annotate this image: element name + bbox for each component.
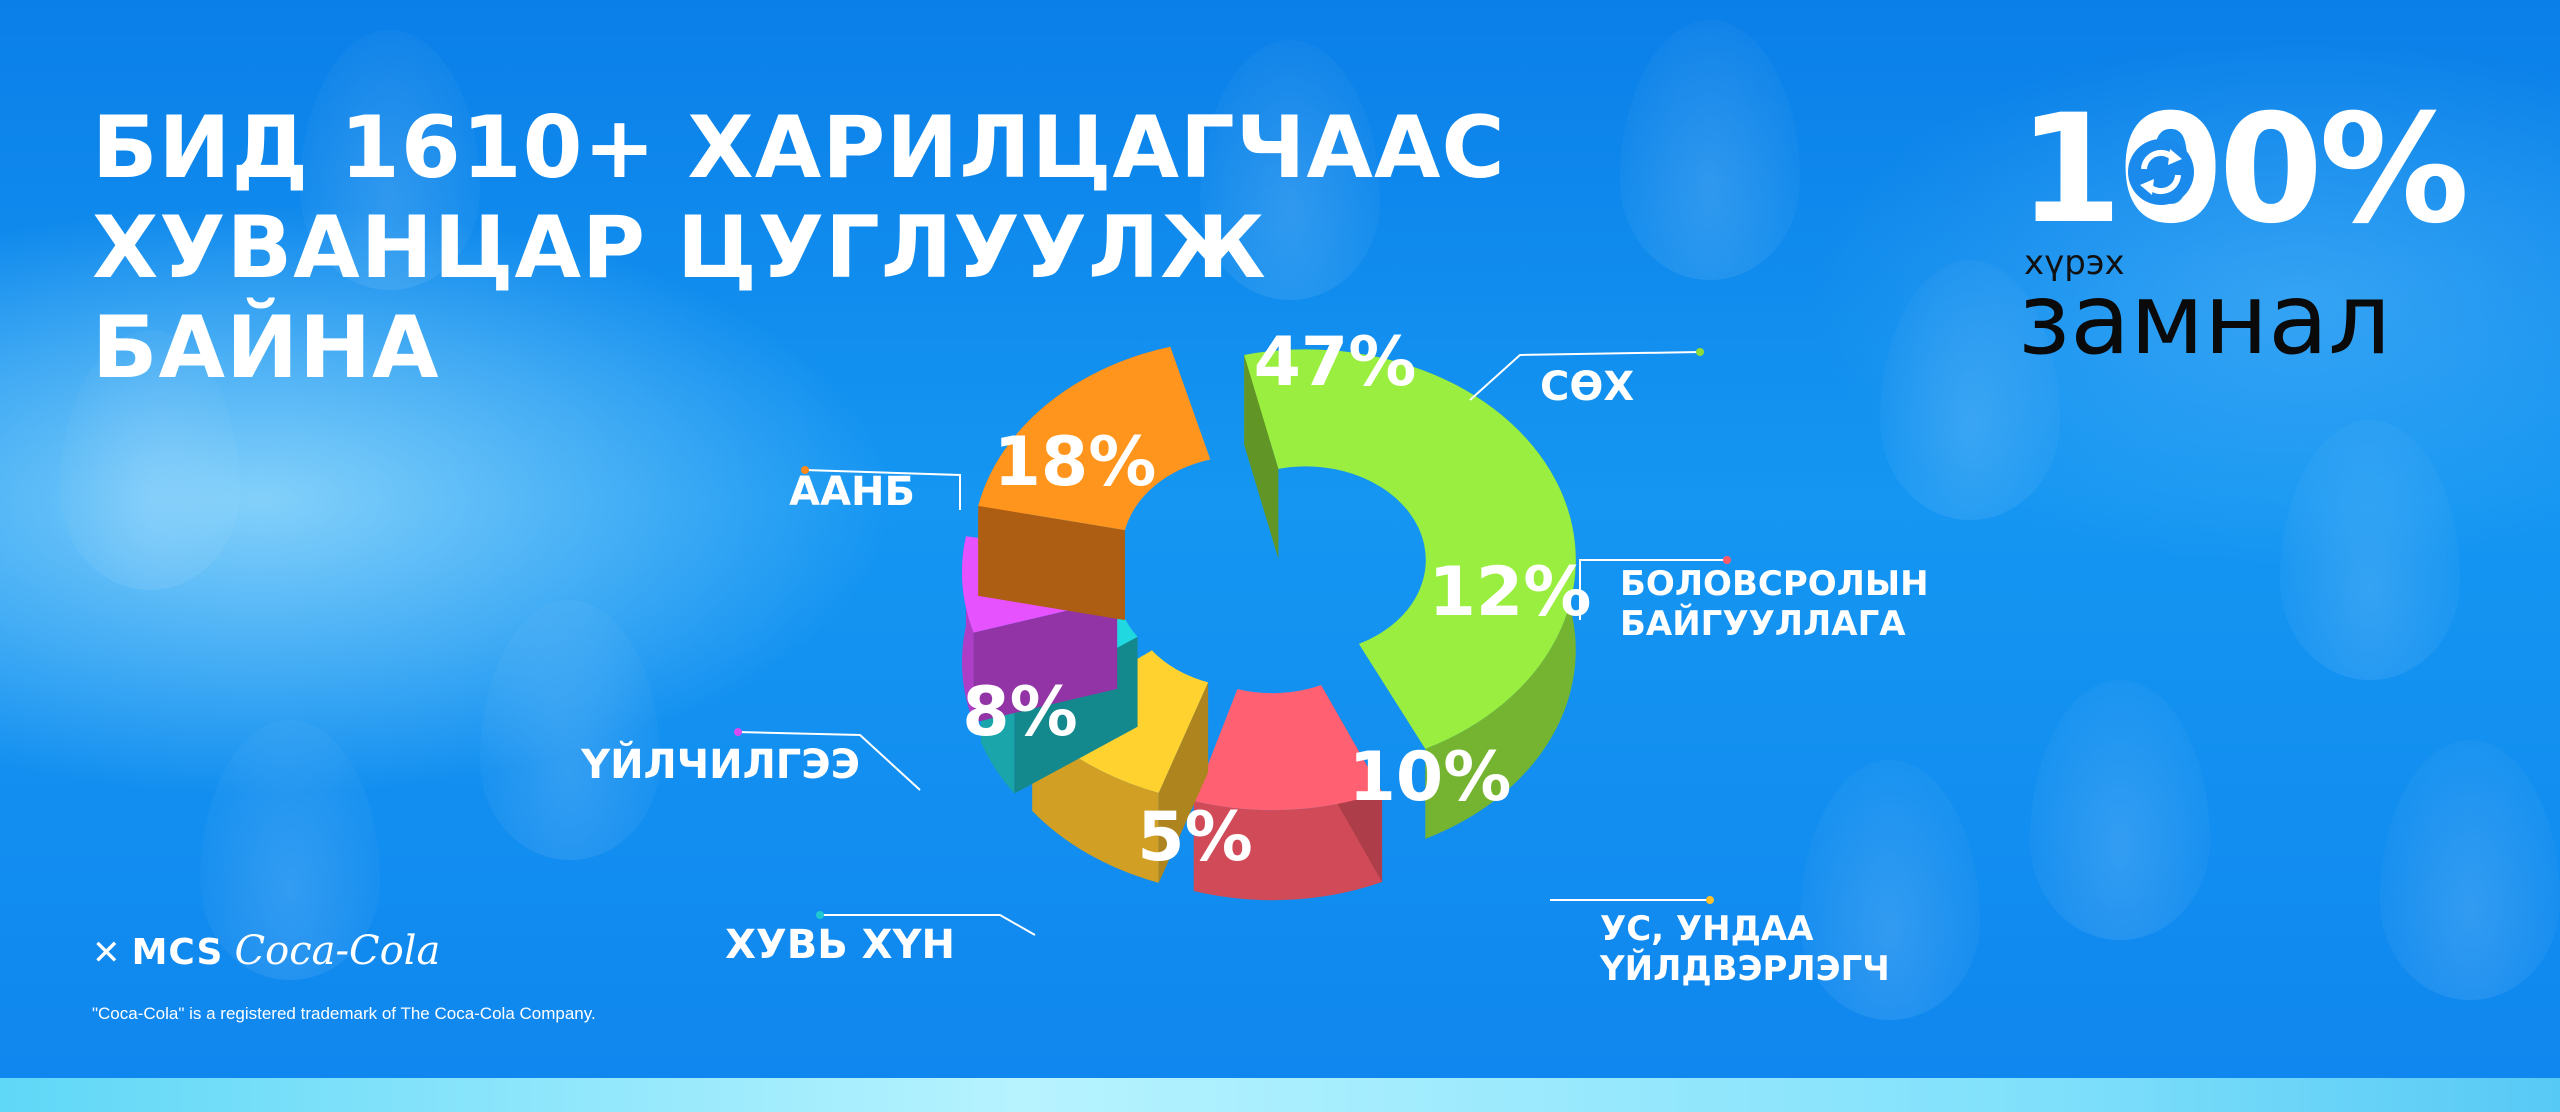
pie-slice-cut — [973, 598, 1118, 723]
logo-small-word: хүрэх — [2024, 243, 2125, 283]
headline-line-1: БИД 1610+ ХАРИЛЦАГЧААС — [92, 98, 1506, 198]
pie-slice — [1244, 349, 1576, 839]
category-labels: СӨХ БОЛОВСРОЛЫН БАЙГУУЛЛАГА УС, УНДАА ҮЙЛДВЭ… — [580, 364, 1928, 989]
leader-dot — [1706, 896, 1714, 904]
headline: БИД 1610+ ХАРИЛЦАГЧААС ХУВАНЦАР ЦУГЛУУЛЖ… — [92, 98, 1506, 398]
water-drop-decoration — [200, 720, 380, 980]
pie-slice-top — [978, 346, 1211, 531]
pie-slice-cut — [1158, 682, 1209, 883]
water-drop-decoration — [300, 30, 480, 290]
water-drop-decoration — [2280, 420, 2460, 680]
headline-line-3: БАЙНА — [92, 298, 440, 398]
water-drop-decoration — [2380, 740, 2560, 1000]
leader-line — [1579, 559, 1727, 620]
slice-category-label: ААНБ — [789, 469, 915, 515]
slice-category-label: БОЛОВСРОЛЫН БАЙГУУЛЛАГА — [1620, 564, 1929, 644]
pie-slice — [978, 346, 1211, 621]
slice-category-label: УС, УНДАА ҮЙЛДВЭРЛЭГЧ — [1599, 909, 1890, 989]
water-drop-decoration — [1800, 760, 1980, 1020]
recycle-arrows-icon — [2128, 139, 2194, 205]
leader-line — [737, 731, 921, 791]
pie-slice-cut — [1244, 354, 1279, 559]
mcs-logo-text: MCS — [131, 932, 224, 973]
leader-dot — [1723, 556, 1731, 564]
slice-percent-label: 10% — [1349, 738, 1512, 817]
slice-percent-label: 18% — [994, 423, 1157, 502]
water-drop-decoration — [1200, 40, 1380, 300]
leader-line — [820, 914, 1036, 936]
leader-dot — [816, 911, 824, 919]
water-drop-decoration — [1880, 260, 2060, 520]
slice-percent-label: 12% — [1429, 553, 1592, 632]
brand-logos: ✕ MCS Coca-Cola — [92, 928, 440, 978]
logo-word: замнал — [2018, 263, 2391, 377]
leader-lines — [734, 348, 1731, 936]
slice-category-label: СӨХ — [1540, 364, 1634, 410]
pie-slices — [962, 346, 1576, 901]
pie-slice-top — [1193, 685, 1383, 811]
mcs-logo-icon: ✕ — [92, 933, 121, 973]
leader-line — [1469, 351, 1701, 401]
slice-percent-label: 8% — [962, 673, 1077, 752]
leader-dot — [734, 728, 742, 736]
water-drop-decoration — [60, 330, 240, 590]
slice-percent-label: 5% — [1137, 798, 1252, 877]
pie-slice-cut — [978, 505, 1125, 621]
pie-slice-side — [1193, 792, 1383, 901]
leader-line — [804, 469, 961, 510]
pie-slice-top — [1244, 349, 1576, 749]
water-drop-decoration — [2030, 680, 2210, 940]
headline-line-2: ХУВАНЦАР ЦУГЛУУЛЖ — [92, 198, 1267, 298]
water-drop-decoration — [480, 600, 660, 860]
campaign-logo: 100% хүрэх замнал — [2018, 95, 2488, 375]
bottom-band — [0, 1078, 2560, 1112]
coca-cola-logo: Coca-Cola — [234, 928, 441, 974]
slice-category-label: ХУВЬ ХҮН — [725, 922, 955, 968]
leader-dot — [1696, 348, 1704, 356]
slice-category-label: ҮЙЛЧИЛГЭЭ — [580, 740, 860, 788]
percent-labels: 47% 12% 10% 5% 8% 18% — [962, 323, 1591, 877]
trademark-note: "Coca-Cola" is a registered trademark of… — [92, 1004, 596, 1023]
leader-dot — [801, 466, 809, 474]
water-drop-decoration — [1620, 20, 1800, 280]
pie-slice — [1193, 685, 1383, 901]
slice-percent-label: 47% — [1254, 323, 1417, 402]
logo-100-percent: 100% — [2018, 83, 2469, 257]
